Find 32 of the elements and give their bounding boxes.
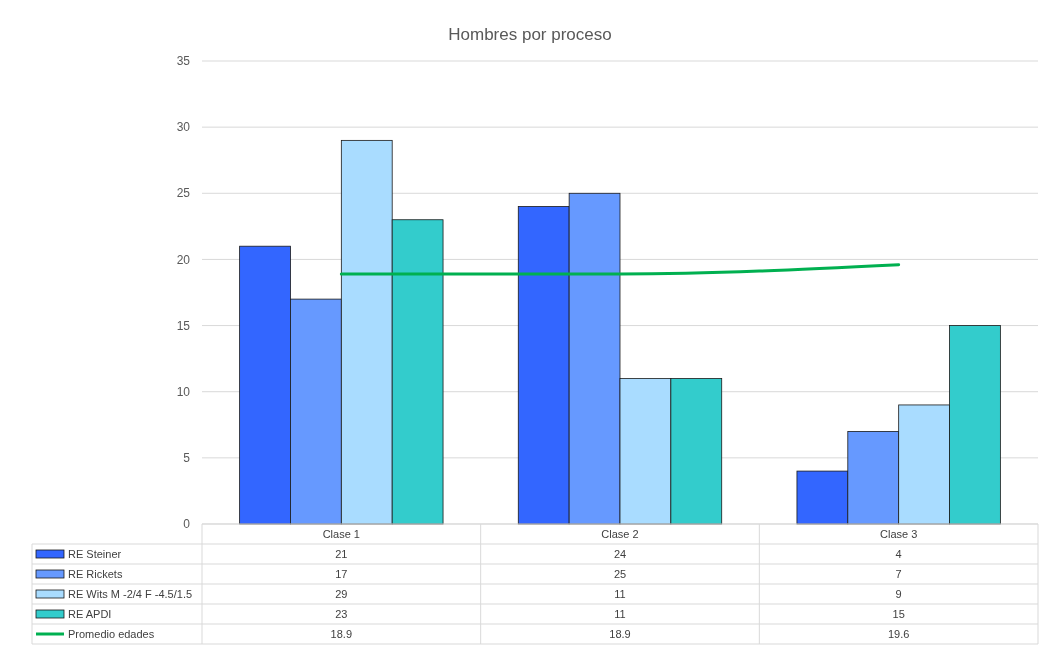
legend-label: Promedio edades xyxy=(68,627,155,640)
y-tick-label: 25 xyxy=(176,186,191,201)
y-tick-label: 0 xyxy=(183,517,191,532)
y-tick-label: 5 xyxy=(183,451,191,466)
legend-label: RE Steiner xyxy=(68,547,122,560)
y-tick-label: 35 xyxy=(176,54,191,69)
data-label: 17 xyxy=(335,567,348,580)
data-label: 24 xyxy=(613,547,627,560)
data-label: 21 xyxy=(335,547,348,560)
legend-label: RE Wits M -2/4 F -4.5/1.5 xyxy=(68,587,193,600)
y-tick-label: 30 xyxy=(176,120,191,135)
x-tick-label: Clase 1 xyxy=(322,527,360,540)
legend-label: RE APDI xyxy=(68,607,112,620)
data-label: 18.9 xyxy=(330,627,353,640)
data-label: 15 xyxy=(892,607,905,620)
data-label: 23 xyxy=(335,607,348,620)
x-tick-label: Clase 3 xyxy=(880,527,918,540)
data-label: 9 xyxy=(895,587,902,600)
data-label: 25 xyxy=(613,567,627,580)
y-tick-label: 15 xyxy=(176,318,191,333)
y-tick-label: 10 xyxy=(176,384,191,399)
x-tick-label: Clase 2 xyxy=(601,527,639,540)
data-label: 11 xyxy=(614,607,626,620)
y-tick-label: 20 xyxy=(176,252,191,267)
data-label: 18.9 xyxy=(609,627,631,640)
legend-label: RE Rickets xyxy=(68,567,123,580)
data-label: 29 xyxy=(335,587,348,600)
data-label: 19.6 xyxy=(887,627,910,640)
data-label: 7 xyxy=(895,567,902,580)
data-label: 4 xyxy=(895,547,902,560)
data-label: 11 xyxy=(614,587,626,600)
chart-title: Hombres por proceso xyxy=(448,25,612,44)
